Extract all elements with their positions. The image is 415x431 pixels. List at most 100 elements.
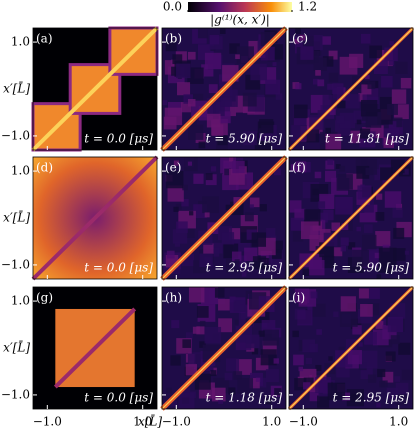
heatmap-texture — [395, 382, 409, 396]
heatmap-texture — [352, 325, 362, 335]
heatmap-texture — [327, 83, 334, 90]
heatmap-diagonal — [161, 27, 287, 151]
heatmap-texture — [187, 352, 204, 368]
heatmap-texture — [209, 247, 220, 257]
heatmap-texture — [294, 104, 308, 119]
heatmap-texture — [299, 34, 306, 41]
heatmap-texture — [189, 211, 194, 216]
heatmap-texture — [175, 203, 182, 210]
heatmap-texture — [321, 255, 335, 269]
heatmap-texture — [309, 391, 320, 402]
heatmap-texture — [328, 356, 333, 361]
heatmap-texture — [376, 193, 383, 200]
heatmap-texture — [198, 141, 206, 149]
panel-frame — [32, 27, 158, 151]
heatmap-texture — [300, 46, 314, 60]
heatmap-texture — [181, 199, 189, 207]
heatmap-texture — [325, 133, 342, 150]
time-annotation: t = 5.90 [μs] — [333, 261, 410, 275]
heatmap-texture — [196, 326, 205, 335]
heatmap-texture — [249, 204, 254, 209]
heatmap-texture — [206, 113, 221, 128]
panel-label: (i) — [292, 291, 305, 305]
x-tick-label: 1.0 — [262, 415, 281, 429]
heatmap-texture — [188, 124, 204, 140]
heatmap-texture — [275, 93, 283, 100]
heatmap-texture — [360, 33, 371, 44]
y-axis-label: x′[L̄] — [3, 80, 30, 95]
y-axis-label: x′[L̄] — [3, 339, 30, 354]
heatmap-panel: (i) t = 2.95 [μs] — [287, 285, 415, 411]
heatmap-texture — [171, 400, 178, 407]
heatmap-panel: (f) t = 5.90 [μs] — [287, 155, 415, 281]
heatmap-texture — [235, 54, 240, 60]
heatmap-texture — [180, 102, 192, 113]
heatmap-texture — [387, 135, 393, 140]
heatmap-texture — [355, 158, 368, 171]
heatmap-texture — [356, 119, 362, 125]
heatmap-texture — [310, 291, 318, 299]
heatmap-texture — [395, 61, 408, 74]
heatmap-texture — [340, 296, 356, 312]
heatmap-texture — [250, 63, 267, 81]
heatmap-texture — [265, 369, 279, 383]
heatmap-texture — [185, 364, 198, 376]
heatmap-texture — [322, 95, 338, 110]
heatmap-texture — [162, 100, 168, 106]
heatmap-texture — [259, 119, 274, 134]
heatmap-texture — [360, 99, 378, 117]
heatmap-texture — [314, 171, 322, 179]
heatmap-texture — [402, 168, 409, 175]
heatmap-texture — [358, 342, 363, 347]
heatmap-texture — [179, 387, 191, 398]
heatmap-texture — [265, 398, 272, 405]
heatmap-texture — [236, 359, 252, 375]
heatmap-texture — [214, 288, 225, 298]
heatmap-texture — [218, 298, 230, 311]
heatmap-texture — [328, 72, 339, 83]
heatmap-texture — [290, 217, 304, 231]
x-tick-label: −1.0 — [33, 415, 62, 429]
heatmap-texture — [188, 287, 205, 303]
heatmap-texture — [317, 110, 326, 118]
heatmap-texture — [390, 335, 400, 345]
heatmap-texture — [394, 376, 400, 382]
heatmap-texture — [203, 243, 214, 254]
heatmap-panel: (h) t = 1.18 [μs] — [160, 285, 288, 411]
time-annotation: t = 0.0 [μs] — [84, 261, 153, 275]
heatmap-texture — [187, 98, 196, 107]
heatmap-texture — [316, 329, 322, 335]
time-annotation: t = 5.90 [μs] — [206, 132, 283, 146]
heatmap-texture — [313, 57, 327, 71]
heatmap-texture — [166, 387, 172, 394]
heatmap-texture — [335, 196, 353, 215]
heatmap-texture — [345, 339, 357, 351]
panel-frame — [288, 156, 414, 280]
heatmap-texture — [233, 300, 245, 312]
panel-label: (h) — [165, 291, 182, 305]
heatmap-texture — [364, 75, 370, 81]
heatmap-texture — [376, 274, 382, 279]
heatmap-diagonal — [288, 286, 414, 410]
heatmap-texture — [225, 358, 240, 372]
heatmap-texture — [303, 382, 311, 390]
heatmap-texture — [313, 78, 319, 85]
heatmap-texture — [404, 250, 409, 255]
heatmap-texture — [398, 342, 411, 355]
heatmap-texture — [255, 377, 261, 382]
panel-label: (g) — [36, 291, 53, 305]
heatmap-texture — [271, 249, 282, 259]
heatmap-texture — [178, 392, 195, 409]
panel-label: (b) — [165, 32, 182, 46]
heatmap-texture — [375, 231, 391, 247]
x-tick-label: −1.0 — [289, 415, 318, 429]
heatmap-texture — [380, 167, 393, 181]
heatmap-texture — [381, 75, 393, 88]
heatmap-texture — [221, 232, 235, 245]
time-annotation: t = 0.0 [μs] — [84, 391, 153, 405]
heatmap-texture — [194, 373, 211, 390]
panel-label: (a) — [36, 32, 53, 46]
panel-frame — [288, 286, 414, 410]
heatmap-texture — [224, 372, 233, 381]
